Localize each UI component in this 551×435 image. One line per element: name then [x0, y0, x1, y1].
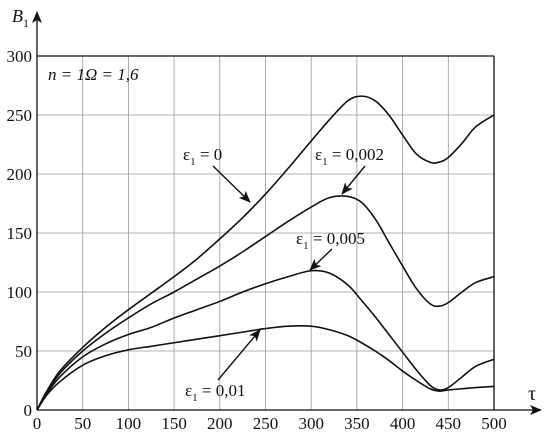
y-tick-label: 150 [7, 224, 33, 243]
series-line-3 [36, 325, 495, 411]
series-label-arrow-1 [341, 165, 366, 195]
tick-labels: 0 50 100 150 200 250 300 350 400 450 500 0 50 100 150 2… [7, 6, 537, 433]
series-label-arrow-0 [212, 165, 251, 203]
y-tick-label: 300 [7, 47, 33, 66]
series-label-3: ε1 = 0,01 [185, 381, 245, 404]
x-tick-label: 250 [253, 414, 279, 433]
series-label-2: ε1 = 0,005 [296, 229, 365, 252]
annotations: n = 1Ω = 1,6 ε1 = 0 ε1 = 0,002 ε1 = 0,005 ε… [48, 65, 384, 404]
series-lines [36, 95, 495, 411]
series-label-arrow-2 [309, 248, 333, 271]
series-line-1 [36, 195, 495, 411]
x-tick-label: 0 [33, 414, 42, 433]
x-tick-label: 150 [161, 414, 187, 433]
x-tick-label: 500 [481, 414, 507, 433]
series-line-0 [36, 95, 495, 411]
series-line-2 [36, 269, 495, 411]
series-label-arrow-3 [217, 329, 261, 381]
x-tick-label: 200 [207, 414, 233, 433]
grid [37, 56, 494, 410]
y-axis-label: B1 [12, 6, 29, 30]
series-label-1: ε1 = 0,002 [315, 145, 384, 168]
x-tick-label: 300 [298, 414, 324, 433]
x-tick-label: 450 [436, 414, 462, 433]
x-tick-label: 100 [116, 414, 142, 433]
axes [32, 11, 542, 415]
series-label-0: ε1 = 0 [183, 145, 222, 168]
y-tick-label: 200 [7, 165, 33, 184]
y-tick-label: 250 [7, 106, 33, 125]
x-tick-label: 400 [390, 414, 416, 433]
y-tick-label: 50 [15, 342, 32, 361]
params-label: n = 1Ω = 1,6 [48, 65, 139, 84]
x-axis-label: τ [528, 383, 536, 405]
y-tick-label: 0 [24, 401, 33, 420]
y-tick-label: 100 [7, 283, 33, 302]
x-tick-label: 50 [74, 414, 91, 433]
x-tick-label: 350 [344, 414, 370, 433]
